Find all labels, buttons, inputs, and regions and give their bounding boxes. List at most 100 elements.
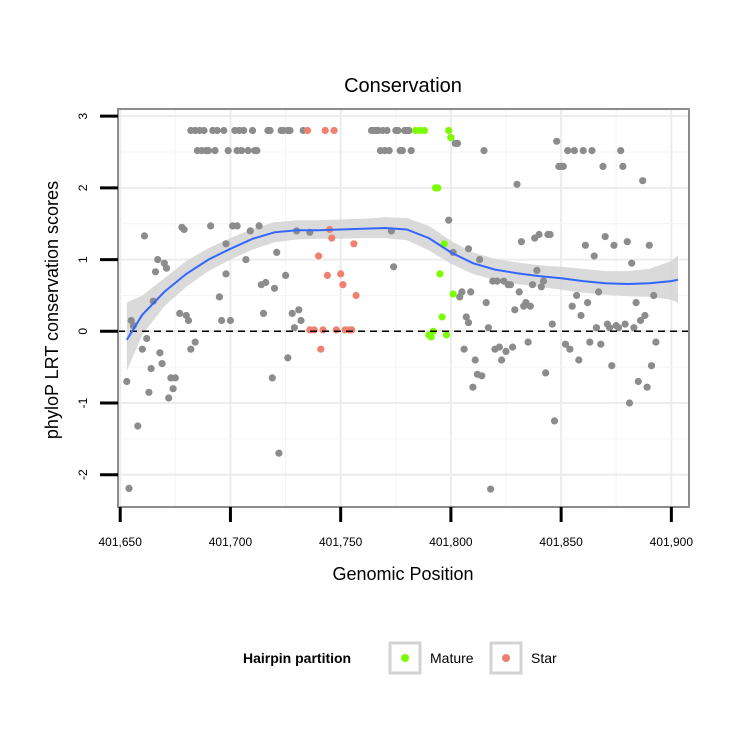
data-point-star bbox=[337, 270, 345, 278]
y-tick-label: -2 bbox=[76, 469, 90, 480]
data-point-other bbox=[597, 340, 605, 348]
data-point-other bbox=[579, 147, 587, 155]
data-point-other bbox=[502, 347, 510, 355]
legend-label-mature: Mature bbox=[430, 650, 474, 666]
data-point-other bbox=[630, 324, 638, 332]
data-point-other bbox=[220, 126, 228, 135]
data-point-other bbox=[506, 281, 514, 289]
data-point-other bbox=[513, 180, 521, 188]
data-point-other bbox=[385, 147, 393, 155]
data-point-other bbox=[151, 268, 160, 276]
data-point-other bbox=[288, 309, 296, 317]
data-point-other bbox=[564, 147, 572, 155]
chart-title: Conservation bbox=[344, 75, 462, 97]
legend-mature-marker bbox=[401, 654, 409, 662]
data-point-mature bbox=[436, 270, 444, 278]
data-point-other bbox=[383, 126, 391, 135]
data-point-other bbox=[553, 137, 561, 145]
y-tick-label: 0 bbox=[76, 328, 90, 335]
data-point-mature bbox=[438, 313, 446, 321]
panel-border bbox=[117, 108, 690, 508]
data-point-other bbox=[550, 417, 559, 425]
data-point-other bbox=[462, 313, 470, 321]
data-point-other bbox=[259, 309, 268, 317]
data-point-mature bbox=[449, 290, 457, 298]
data-point-other bbox=[592, 324, 601, 332]
data-point-other bbox=[224, 147, 232, 155]
data-point-star bbox=[332, 326, 340, 334]
data-point-other bbox=[270, 284, 279, 292]
data-point-other bbox=[511, 306, 519, 314]
data-point-other bbox=[246, 227, 254, 235]
data-point-other bbox=[495, 343, 503, 351]
y-tick-label: -1 bbox=[76, 397, 90, 408]
data-point-star bbox=[350, 240, 358, 248]
data-point-other bbox=[156, 349, 164, 357]
data-point-other bbox=[639, 177, 647, 185]
data-point-star bbox=[330, 126, 338, 135]
data-point-other bbox=[158, 360, 166, 368]
data-point-other bbox=[498, 356, 506, 364]
data-point-other bbox=[599, 162, 607, 170]
data-point-other bbox=[476, 256, 484, 264]
data-point-other bbox=[537, 283, 545, 291]
legend: Hairpin partition Mature Star bbox=[243, 641, 557, 675]
data-point-other bbox=[621, 320, 629, 328]
legend-label-star: Star bbox=[531, 650, 557, 666]
data-point-star bbox=[315, 252, 323, 260]
data-point-other bbox=[645, 241, 653, 249]
data-point-other bbox=[493, 277, 501, 285]
data-point-other bbox=[154, 256, 162, 264]
data-point-star bbox=[339, 281, 347, 289]
data-point-other bbox=[566, 345, 574, 353]
data-point-other bbox=[398, 147, 406, 155]
data-point-mature bbox=[442, 331, 451, 339]
data-point-other bbox=[297, 316, 305, 325]
data-point-other bbox=[187, 345, 195, 353]
data-point-other bbox=[268, 374, 276, 382]
data-point-other bbox=[570, 147, 579, 155]
legend-title: Hairpin partition bbox=[243, 650, 351, 666]
data-point-other bbox=[286, 126, 294, 135]
data-point-other bbox=[149, 297, 157, 305]
y-tick-label: 3 bbox=[76, 113, 90, 120]
x-tick-label: 401,650 bbox=[99, 535, 143, 549]
data-point-other bbox=[478, 372, 486, 380]
data-point-other bbox=[546, 230, 554, 239]
data-point-other bbox=[533, 266, 541, 274]
data-point-other bbox=[176, 309, 184, 317]
legend-key-mature bbox=[388, 641, 422, 675]
data-point-other bbox=[636, 316, 645, 325]
y-axis-title: phyloP LRT conservation scores bbox=[42, 181, 62, 439]
data-point-other bbox=[266, 126, 274, 135]
data-point-other bbox=[628, 259, 636, 267]
data-point-other bbox=[275, 449, 283, 457]
data-point-other bbox=[458, 288, 466, 296]
data-point-other bbox=[147, 365, 155, 373]
data-point-other bbox=[138, 345, 146, 353]
data-point-other bbox=[140, 232, 149, 240]
data-point-other bbox=[517, 238, 526, 246]
data-point-other bbox=[601, 233, 609, 241]
data-point-other bbox=[143, 334, 151, 343]
data-point-other bbox=[584, 299, 592, 307]
data-point-other bbox=[242, 256, 250, 264]
data-point-other bbox=[273, 248, 281, 256]
data-point-other bbox=[191, 338, 199, 346]
data-point-star bbox=[319, 326, 327, 334]
data-point-other bbox=[515, 288, 523, 296]
data-point-other bbox=[244, 147, 252, 155]
data-point-other bbox=[211, 147, 219, 155]
data-point-other bbox=[237, 147, 246, 155]
data-point-other bbox=[590, 252, 598, 260]
smooth-trend-line bbox=[125, 226, 679, 341]
x-tick-label: 401,850 bbox=[539, 535, 583, 549]
x-axis: 401,650 401,700 401,750 401,800 401,850 401,9… bbox=[99, 507, 693, 549]
data-point-other bbox=[282, 271, 290, 279]
data-point-other bbox=[586, 338, 594, 346]
x-tick-label: 401,700 bbox=[209, 535, 253, 549]
data-point-other bbox=[218, 316, 226, 325]
data-point-other bbox=[123, 377, 131, 386]
data-point-star bbox=[323, 271, 331, 279]
